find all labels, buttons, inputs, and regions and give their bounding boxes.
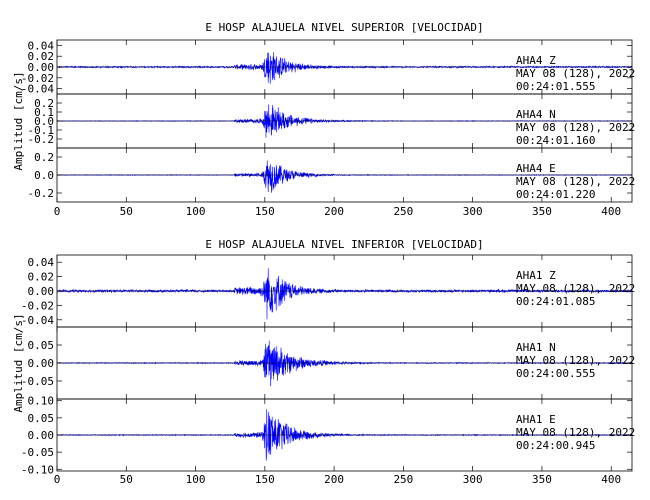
date-label: MAY 08 (128), 2022 <box>516 354 635 367</box>
y-tick-label: 0.2 <box>34 151 54 164</box>
y-tick-label: 0.00 <box>28 429 55 442</box>
date-label: MAY 08 (128), 2022 <box>516 426 635 439</box>
y-tick-label: 0.0 <box>34 169 54 182</box>
station-component-label: AHA4 N <box>516 108 556 121</box>
y-tick-label: -0.1 <box>28 124 55 137</box>
x-tick-label: 350 <box>532 473 552 486</box>
x-tick-label: 200 <box>324 473 344 486</box>
y-tick-label: -0.02 <box>21 299 54 312</box>
y-tick-label: -0.2 <box>28 187 55 200</box>
x-tick-label: 300 <box>463 205 483 218</box>
y-tick-label: 0.04 <box>28 39 55 52</box>
time-label: 00:24:00.945 <box>516 439 595 452</box>
y-tick-label: -0.04 <box>21 83 54 96</box>
date-label: MAY 08 (128), 2022 <box>516 121 635 134</box>
chart-title: E HOSP ALAJUELA NIVEL SUPERIOR [VELOCIDA… <box>205 21 483 34</box>
date-label: MAY 08 (128), 2022 <box>516 67 635 80</box>
x-tick-label: 250 <box>393 473 413 486</box>
chart-1: E HOSP ALAJUELA NIVEL SUPERIOR [VELOCIDA… <box>12 21 635 218</box>
y-tick-label: -0.10 <box>21 463 54 476</box>
x-tick-label: 50 <box>120 473 133 486</box>
station-component-label: AHA1 N <box>516 341 556 354</box>
x-tick-label: 300 <box>463 473 483 486</box>
station-component-label: AHA4 Z <box>516 54 556 67</box>
time-label: 00:24:01.555 <box>516 80 595 93</box>
station-component-label: AHA4 E <box>516 162 556 175</box>
y-tick-label: 0.02 <box>28 271 55 284</box>
y-tick-label: -0.2 <box>28 133 55 146</box>
x-tick-label: 50 <box>120 205 133 218</box>
date-label: MAY 08 (128), 2022 <box>516 282 635 295</box>
x-tick-label: 400 <box>601 205 621 218</box>
date-label: MAY 08 (128), 2022 <box>516 175 635 188</box>
time-label: 00:24:01.085 <box>516 295 595 308</box>
y-axis-label: Amplitud [cm/s] <box>12 313 25 412</box>
y-tick-label: 0.00 <box>28 285 55 298</box>
chart-2: E HOSP ALAJUELA NIVEL INFERIOR [VELOCIDA… <box>12 238 635 486</box>
y-tick-label: 0.10 <box>28 395 55 408</box>
x-tick-label: 250 <box>393 205 413 218</box>
y-tick-label: 0.1 <box>34 106 54 119</box>
y-tick-label: 0.04 <box>28 256 55 269</box>
y-tick-label: 0.05 <box>28 339 55 352</box>
x-tick-label: 0 <box>54 205 61 218</box>
y-tick-label: 0.2 <box>34 97 54 110</box>
station-component-label: AHA1 Z <box>516 269 556 282</box>
y-tick-label: 0.00 <box>28 357 55 370</box>
y-tick-label: -0.05 <box>21 375 54 388</box>
y-tick-label: 0.0 <box>34 115 54 128</box>
x-tick-label: 350 <box>532 205 552 218</box>
chart-title: E HOSP ALAJUELA NIVEL INFERIOR [VELOCIDA… <box>205 238 483 251</box>
y-tick-label: 0.02 <box>28 50 55 63</box>
x-tick-label: 100 <box>186 473 206 486</box>
y-tick-label: 0.00 <box>28 61 55 74</box>
x-tick-label: 400 <box>601 473 621 486</box>
y-axis-label: Amplitud [cm/s] <box>12 71 25 170</box>
y-tick-label: -0.05 <box>21 446 54 459</box>
y-tick-label: -0.02 <box>21 72 54 85</box>
time-label: 00:24:00.555 <box>516 367 595 380</box>
x-tick-label: 150 <box>255 473 275 486</box>
x-tick-label: 100 <box>186 205 206 218</box>
x-tick-label: 200 <box>324 205 344 218</box>
x-tick-label: 0 <box>54 473 61 486</box>
y-tick-label: -0.04 <box>21 314 54 327</box>
x-tick-label: 150 <box>255 205 275 218</box>
time-label: 00:24:01.220 <box>516 188 595 201</box>
time-label: 00:24:01.160 <box>516 134 595 147</box>
station-component-label: AHA1 E <box>516 413 556 426</box>
y-tick-label: 0.05 <box>28 412 55 425</box>
